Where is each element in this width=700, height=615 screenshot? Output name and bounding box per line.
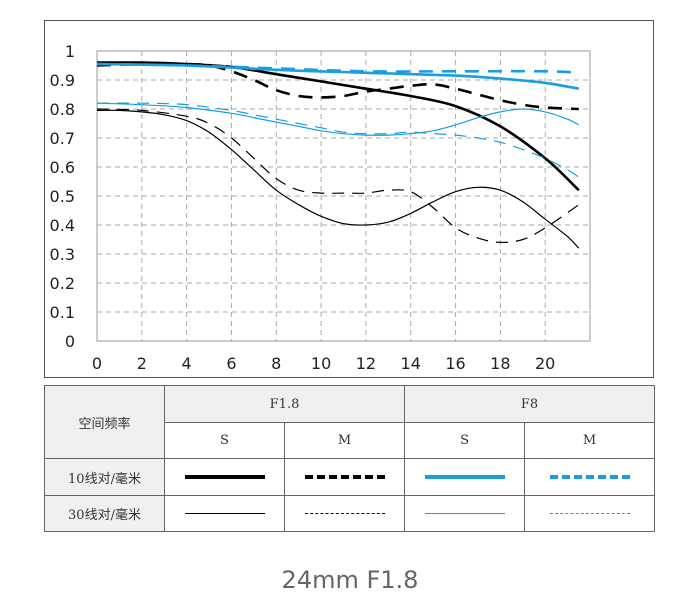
legend-swatch-f1-8-s-30 <box>184 513 265 514</box>
x-tick-label: 18 <box>490 354 510 373</box>
x-tick-label: 12 <box>356 354 376 373</box>
y-tick-label: 0.5 <box>50 187 75 206</box>
y-tick-label: 0.4 <box>50 216 75 235</box>
legend-swatch-f8-m-30 <box>549 513 630 514</box>
series-line-f1-8-s-10lp <box>96 61 580 192</box>
chart-frame: 0 0.1 0.2 0.3 0.4 0.5 0.6 0.7 0.8 0.9 1 0 2 4 6 8 10 12 14… <box>44 20 654 378</box>
legend-swatch-f8-s-30 <box>424 513 505 514</box>
legend-swatch-f1-8-m-10 <box>304 475 385 479</box>
grid-lines <box>96 50 591 342</box>
y-tick-label: 0 <box>65 332 75 351</box>
series-line-f8-m-30lp <box>96 102 580 178</box>
series-line-f8-m-10lp <box>96 62 579 75</box>
x-tick-label: 10 <box>311 354 331 373</box>
row-header-cell: 空间频率 <box>44 385 165 459</box>
tick-labels: 00.10.20.30.40.50.60.70.80.910 2 4 6 8 10 12 14… <box>50 42 556 373</box>
orientation-m-f8: M <box>524 422 656 459</box>
orientation-s-f8: S <box>404 422 526 459</box>
x-tick-label: 4 <box>182 354 192 373</box>
y-tick-label: 0.1 <box>50 303 75 322</box>
legend-swatch-f1-8-s-10 <box>184 475 265 479</box>
y-tick-label: 0.6 <box>50 158 75 177</box>
group-f8-header: F8 <box>404 385 656 423</box>
row-label-10lp: 10线对/毫米 <box>44 458 165 496</box>
x-tick-label: 16 <box>445 354 465 373</box>
x-tick-label: 0 <box>92 354 102 373</box>
orientation-s-f1-8: S <box>164 422 285 459</box>
row-label-30lp: 30线对/毫米 <box>44 495 165 532</box>
group-f1-8-header: F1.8 <box>163 385 406 423</box>
series-line-f8-s-30lp <box>96 102 580 136</box>
orientation-m-f1-8: M <box>283 422 406 459</box>
y-tick-label: 0.3 <box>50 245 75 264</box>
y-tick-label: 0.9 <box>50 71 75 90</box>
legend-swatch-f8-s-10 <box>424 475 505 479</box>
y-tick-label: 0.7 <box>50 129 75 148</box>
series-line-f1-8-s-30lp <box>96 109 580 249</box>
x-tick-label: 20 <box>535 354 555 373</box>
series-lines <box>96 61 580 249</box>
y-tick-label: 0.2 <box>50 274 75 293</box>
legend-table: 空间频率 F1.8 F8 S M S M 10线对/毫米 30线对/毫米 <box>44 385 656 532</box>
y-tick-label: 0.8 <box>50 100 75 119</box>
x-tick-label: 6 <box>226 354 236 373</box>
series-line-f1-8-m-10lp <box>96 62 579 111</box>
mtf-chart: 00.10.20.30.40.50.60.70.80.910 2 4 6 8 10 12 14… <box>50 42 591 373</box>
chart-caption: 24mm F1.8 <box>281 566 419 594</box>
x-tick-label: 8 <box>271 354 281 373</box>
legend-swatch-f1-8-m-30 <box>304 513 385 514</box>
series-line-f8-s-10lp <box>96 62 580 90</box>
series-line-f1-8-m-30lp <box>96 108 580 244</box>
x-tick-label: 14 <box>401 354 421 373</box>
y-tick-label: 1 <box>65 42 75 61</box>
legend-swatch-f8-m-10 <box>549 475 630 479</box>
x-tick-label: 2 <box>137 354 147 373</box>
